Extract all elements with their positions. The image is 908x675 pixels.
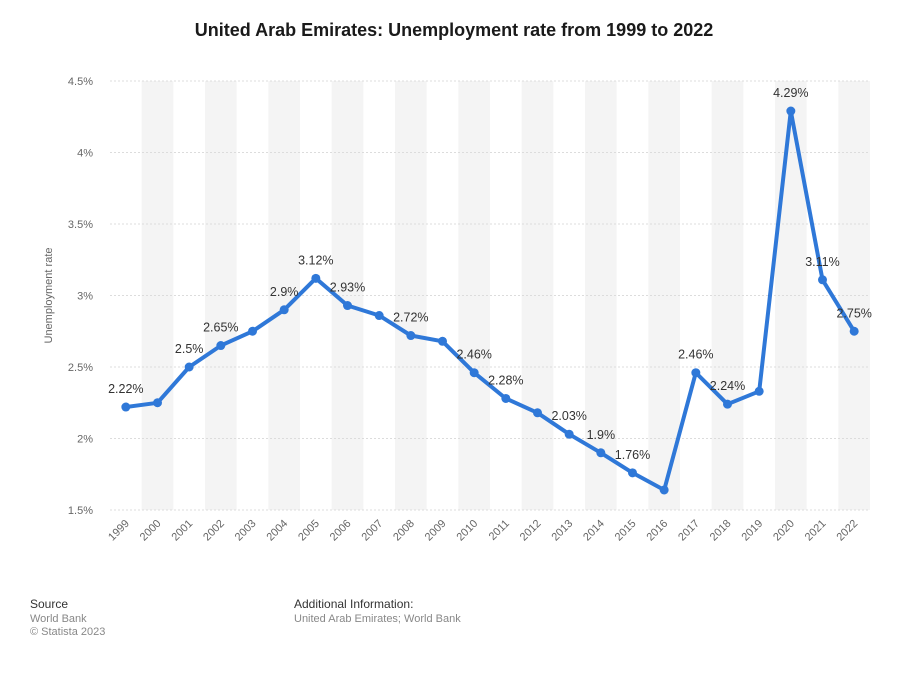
x-tick-label: 2002 <box>201 518 227 544</box>
chart-title: United Arab Emirates: Unemployment rate … <box>194 20 714 40</box>
x-tick-label: 2022 <box>834 518 860 544</box>
x-tick-label: 2017 <box>676 518 702 544</box>
x-tick-label: 2004 <box>264 518 290 544</box>
data-point <box>469 368 479 378</box>
copyright: © Statista 2023 <box>30 626 106 638</box>
data-point <box>754 386 764 396</box>
y-tick-label: 4.5% <box>68 76 93 88</box>
data-point <box>596 448 606 458</box>
data-point <box>533 408 542 418</box>
x-tick-label: 2020 <box>771 518 797 544</box>
additional-info-block: Additional Information: United Arab Emir… <box>294 598 461 626</box>
data-label: 3.11% <box>805 255 840 269</box>
data-point <box>564 429 574 439</box>
data-label: 2.5% <box>175 342 204 356</box>
x-tick-label: 2009 <box>423 518 449 544</box>
data-label: 2.65% <box>203 321 238 335</box>
line-chart: 1.5% 2% 2.5% 3% 3.5% 4% 4.5% Unemployment rate 1… <box>43 76 872 544</box>
source-block: Source World Bank © Statista 2023 <box>30 598 105 639</box>
data-point <box>849 326 859 336</box>
x-tick-label: 2008 <box>391 518 417 544</box>
data-point <box>659 485 669 495</box>
y-tick-label: 2% <box>77 434 93 446</box>
y-axis-label: Unemployment rate <box>43 248 55 344</box>
data-point <box>248 326 257 336</box>
data-point <box>279 305 289 315</box>
data-point <box>818 275 827 285</box>
data-label: 1.76% <box>615 448 650 462</box>
x-tick-label: 2011 <box>487 518 512 543</box>
x-tick-label: 2005 <box>296 518 322 544</box>
x-tick-label: 2001 <box>169 518 195 544</box>
additional-info-heading: Additional Information: <box>294 597 414 611</box>
x-tick-label: 2015 <box>613 518 639 544</box>
x-tick-label: 2010 <box>454 518 480 544</box>
data-label: 4.29% <box>773 86 808 100</box>
data-label: 2.24% <box>710 379 745 393</box>
data-label: 2.03% <box>551 409 586 423</box>
data-point <box>723 399 732 409</box>
additional-info-text: United Arab Emirates; World Bank <box>294 613 461 625</box>
data-point <box>153 398 162 408</box>
y-tick-label: 3% <box>77 291 93 303</box>
data-point <box>628 468 637 478</box>
data-label: 2.93% <box>330 281 365 295</box>
data-label: 1.9% <box>587 428 616 442</box>
x-tick-label: 2012 <box>518 518 544 544</box>
x-tick-label: 2006 <box>328 518 354 544</box>
data-label: 2.28% <box>488 373 523 387</box>
series-line <box>123 109 857 492</box>
data-label: 2.9% <box>270 285 299 299</box>
y-tick-label: 4% <box>77 148 93 160</box>
data-point <box>691 368 701 378</box>
data-point <box>184 362 194 372</box>
data-point <box>121 402 131 412</box>
data-point <box>786 106 796 116</box>
x-tick-label: 2007 <box>359 518 385 544</box>
x-tick-label: 2000 <box>138 518 164 544</box>
x-tick-label: 1999 <box>106 518 132 544</box>
x-tick-label: 2021 <box>803 518 829 544</box>
y-tick-label: 3.5% <box>68 219 93 231</box>
y-tick-label: 1.5% <box>68 505 93 517</box>
x-tick-label: 2019 <box>739 518 765 544</box>
data-point <box>343 301 352 311</box>
x-tick-label: 2018 <box>708 518 734 544</box>
data-label: 3.12% <box>298 253 333 267</box>
data-point <box>406 331 416 341</box>
data-point <box>501 393 511 403</box>
data-point <box>438 336 447 346</box>
x-tick-label: 2016 <box>644 518 670 544</box>
x-tick-label: 2003 <box>233 518 259 544</box>
source-name: World Bank <box>30 613 87 625</box>
data-point <box>216 341 226 351</box>
data-point <box>374 311 384 321</box>
y-tick-label: 2.5% <box>68 362 93 374</box>
data-label: 2.46% <box>456 348 491 362</box>
x-tick-label: 2013 <box>549 518 575 544</box>
data-label: 2.22% <box>108 382 143 396</box>
source-heading: Source <box>30 597 69 611</box>
data-label: 2.75% <box>836 306 871 320</box>
data-point <box>311 273 321 283</box>
x-tick-label: 2014 <box>581 518 607 544</box>
data-label: 2.72% <box>393 311 428 325</box>
data-label: 2.46% <box>678 348 713 362</box>
